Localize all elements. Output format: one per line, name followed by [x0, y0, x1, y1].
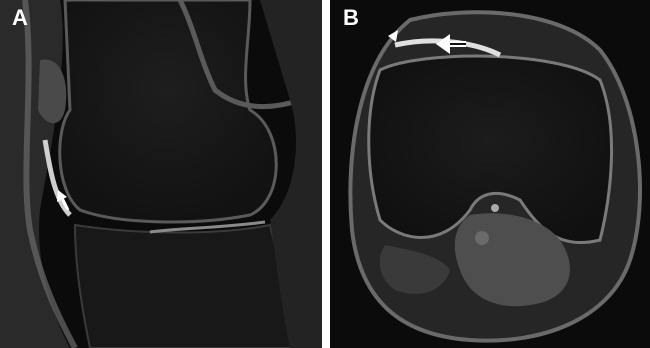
femoral-condyles [367, 54, 613, 245]
arrowhead [388, 30, 398, 42]
posterior-tissue [177, 0, 301, 110]
joint-line [149, 220, 266, 234]
posterior-soft-tissue [260, 0, 322, 348]
femur [58, 0, 278, 224]
arrow [436, 34, 466, 54]
panel-a: A [0, 0, 322, 348]
patella-region [38, 59, 67, 124]
panel-label: A [12, 5, 28, 30]
vessel [491, 204, 499, 212]
arrow [57, 190, 70, 211]
tibia [73, 223, 302, 348]
panel-label: B [343, 5, 359, 30]
posterior-structures [379, 245, 450, 294]
vessel [475, 231, 489, 245]
skin-layer [22, 0, 78, 348]
bright-signal [42, 139, 72, 217]
divider [322, 0, 330, 348]
panel-b: B [330, 0, 650, 348]
